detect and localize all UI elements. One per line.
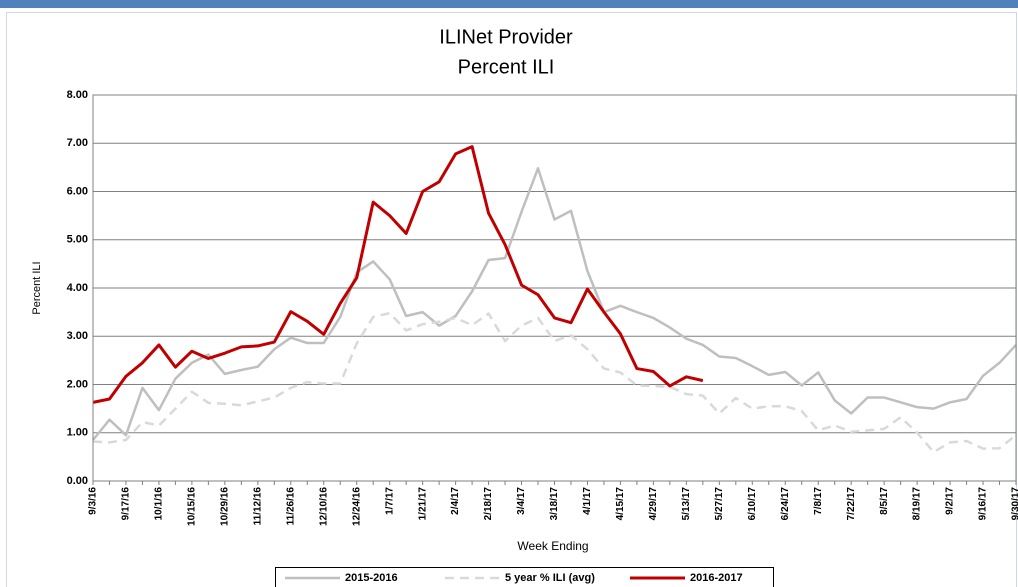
y-tick-label: 2.00 <box>67 378 88 390</box>
x-axis-label: Week Ending <box>517 539 588 553</box>
x-tick-label: 3/4/17 <box>516 487 527 515</box>
plot <box>92 145 1017 454</box>
x-tick-label: 4/1/17 <box>582 487 593 515</box>
x-tick-label: 9/16/17 <box>978 487 989 521</box>
series-line <box>92 145 704 404</box>
x-tick-label: 2/4/17 <box>450 487 461 515</box>
x-tick-label: 8/19/17 <box>912 487 923 521</box>
plot-border <box>92 94 1017 482</box>
x-tick-label: 1/21/17 <box>417 487 428 521</box>
x-tick-label: 2/18/17 <box>483 487 494 521</box>
x-tick-label: 4/29/17 <box>648 487 659 521</box>
legend-label: 2016-2017 <box>690 572 743 584</box>
grid: 0.00 1.00 2.00 3.00 4.00 5.00 6.00 7.00 8.00 9/3/… <box>67 89 1018 526</box>
y-tick-label: 3.00 <box>67 330 88 342</box>
x-tick-label: 10/29/16 <box>219 487 230 526</box>
x-tick-label: 10/15/16 <box>187 487 198 526</box>
x-tick-label: 6/24/17 <box>780 487 791 521</box>
x-tick-label: 5/13/17 <box>681 487 692 521</box>
y-tick-label: 7.00 <box>67 137 88 149</box>
chart-title: ILINet Provider <box>439 26 573 48</box>
series-line <box>92 311 1017 454</box>
x-tick-label: 9/3/16 <box>88 487 99 515</box>
chart-subtitle: Percent ILI <box>458 56 555 78</box>
x-tick-label: 11/12/16 <box>252 487 263 526</box>
series-line <box>92 167 1017 441</box>
x-tick-label: 1/7/17 <box>384 487 395 515</box>
x-tick-label: 5/27/17 <box>714 487 725 521</box>
y-tick-label: 6.00 <box>67 185 88 197</box>
x-tick-label: 12/24/16 <box>351 487 362 526</box>
x-tick-label: 3/18/17 <box>549 487 560 521</box>
legend: 2015-2016 5 year % ILI (avg) 2016-2017 <box>275 567 774 587</box>
legend-label: 5 year % ILI (avg) <box>505 572 595 584</box>
x-tick-label: 8/5/17 <box>879 487 890 515</box>
x-tick-label: 6/10/17 <box>747 487 758 521</box>
x-tick-label: 9/17/16 <box>121 487 132 521</box>
x-tick-label: 9/2/17 <box>945 487 956 515</box>
y-axis-label: Percent ILI <box>31 261 43 314</box>
y-tick-label: 5.00 <box>67 234 88 246</box>
y-tick-label: 1.00 <box>67 427 88 439</box>
legend-box <box>275 567 774 587</box>
y-tick-label: 0.00 <box>67 475 88 487</box>
top-bar <box>0 0 1018 8</box>
x-tick-label: 12/10/16 <box>318 487 329 526</box>
x-tick-label: 10/1/16 <box>154 487 165 521</box>
x-tick-label: 11/26/16 <box>285 487 296 526</box>
x-tick-label: 9/30/17 <box>1011 487 1018 521</box>
x-tick-label: 7/8/17 <box>813 487 824 515</box>
legend-label: 2015-2016 <box>345 572 398 584</box>
y-tick-label: 4.00 <box>67 282 88 294</box>
y-tick-label: 8.00 <box>67 89 88 101</box>
x-tick-label: 4/15/17 <box>615 487 626 521</box>
x-tick-label: 7/22/17 <box>846 487 857 521</box>
